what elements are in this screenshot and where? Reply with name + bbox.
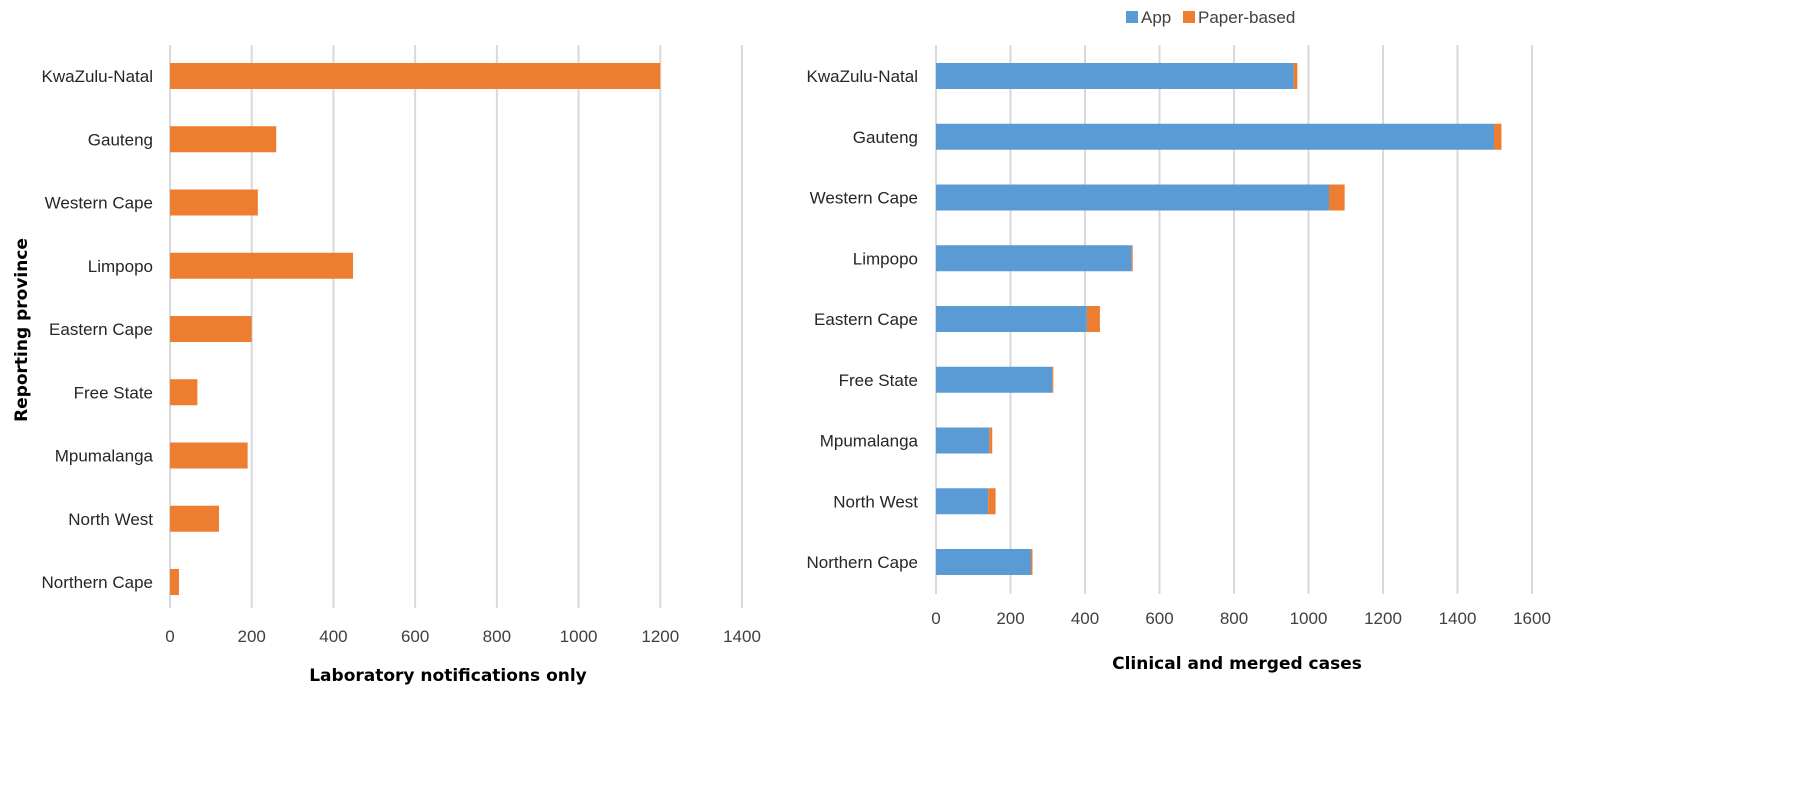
right-bar-western-cape-paper-based (1328, 184, 1345, 211)
right-x-tick-label: 400 (1071, 609, 1099, 628)
right-bar-north-west-paper-based (988, 488, 996, 515)
right-category-label-north-west: North West (833, 492, 918, 511)
right-x-tick-label: 0 (931, 609, 940, 628)
right-category-label-limpopo: Limpopo (853, 249, 918, 268)
left-category-label-gauteng: Gauteng (88, 130, 153, 149)
right-bar-free-state-app (936, 366, 1053, 393)
left-bar-free-state (170, 379, 198, 406)
legend: App Paper-based (1126, 8, 1295, 27)
right-bar-limpopo-app (936, 245, 1132, 272)
right-x-tick-label: 600 (1145, 609, 1173, 628)
right-category-label-eastern-cape: Eastern Cape (814, 310, 918, 329)
legend-swatch-app (1126, 11, 1138, 23)
right-x-tick-label: 1600 (1513, 609, 1551, 628)
left-bar-western-cape (170, 189, 258, 216)
legend-label-paper-based: Paper-based (1198, 8, 1295, 27)
right-x-tick-label: 800 (1220, 609, 1248, 628)
right-x-tick-label: 1200 (1364, 609, 1402, 628)
left-x-tick-label: 200 (238, 627, 266, 646)
left-chart-plot: 0 200 400 600 800 1000 1200 1400 KwaZulu-Natal Ga… (41, 45, 761, 646)
right-chart-plot: 0 200 400 600 800 1000 1200 1400 1600 KwaZulu-Nat… (806, 45, 1551, 628)
right-category-label-western-cape: Western Cape (810, 189, 918, 208)
left-x-tick-label: 0 (165, 627, 174, 646)
right-x-axis-title: Clinical and merged cases (1112, 654, 1362, 674)
right-bar-mpumalanga-app (936, 427, 990, 454)
left-category-label-eastern-cape: Eastern Cape (49, 320, 153, 339)
right-category-label-kwazulu-natal: KwaZulu-Natal (807, 67, 919, 86)
left-category-label-free-state: Free State (74, 383, 153, 402)
right-x-tick-label: 1400 (1439, 609, 1477, 628)
right-bar-kwazulu-natal-paper-based (1293, 63, 1298, 89)
left-category-label-northern-cape: Northern Cape (41, 573, 153, 592)
left-y-axis-title: Reporting province (12, 238, 32, 422)
right-bar-north-west-app (936, 488, 989, 515)
left-x-tick-label: 600 (401, 627, 429, 646)
right-bar-free-state-paper-based (1052, 366, 1054, 393)
right-category-label-northern-cape: Northern Cape (806, 553, 918, 572)
left-bar-north-west (170, 505, 220, 532)
right-bar-gauteng-app (936, 123, 1495, 150)
left-bar-gauteng (170, 126, 277, 153)
right-bar-mpumalanga-paper-based (989, 427, 993, 454)
left-category-label-mpumalanga: Mpumalanga (55, 447, 154, 466)
left-x-tick-label: 1400 (723, 627, 761, 646)
left-category-label-kwazulu-natal: KwaZulu-Natal (42, 67, 154, 86)
left-x-tick-label: 400 (319, 627, 347, 646)
right-x-tick-label: 1000 (1290, 609, 1328, 628)
left-x-tick-label: 1200 (641, 627, 679, 646)
right-category-label-free-state: Free State (839, 371, 918, 390)
right-category-label-gauteng: Gauteng (853, 128, 918, 147)
right-bar-northern-cape-paper-based (1030, 549, 1033, 575)
right-bar-western-cape-app (936, 184, 1329, 211)
left-bar-limpopo (170, 252, 354, 279)
right-bar-limpopo-paper-based (1131, 245, 1133, 272)
left-x-axis-title: Laboratory notifications only (309, 666, 587, 686)
right-bar-kwazulu-natal-app (936, 63, 1294, 89)
left-bar-eastern-cape (170, 316, 252, 342)
legend-label-app: App (1141, 8, 1171, 27)
right-bar-gauteng-paper-based (1494, 123, 1502, 150)
left-category-label-limpopo: Limpopo (88, 257, 153, 276)
right-x-tick-label: 200 (996, 609, 1024, 628)
left-bar-northern-cape (170, 569, 179, 595)
right-category-label-mpumalanga: Mpumalanga (820, 432, 919, 451)
right-bar-eastern-cape-app (936, 306, 1087, 332)
left-category-label-western-cape: Western Cape (45, 194, 153, 213)
right-bar-northern-cape-app (936, 549, 1031, 575)
left-x-tick-label: 800 (483, 627, 511, 646)
left-bar-mpumalanga (170, 442, 248, 469)
right-bar-eastern-cape-paper-based (1086, 306, 1100, 332)
left-x-tick-label: 1000 (560, 627, 598, 646)
left-category-label-north-west: North West (68, 510, 153, 529)
legend-swatch-paper-based (1183, 11, 1195, 23)
left-bar-kwazulu-natal (170, 63, 661, 89)
